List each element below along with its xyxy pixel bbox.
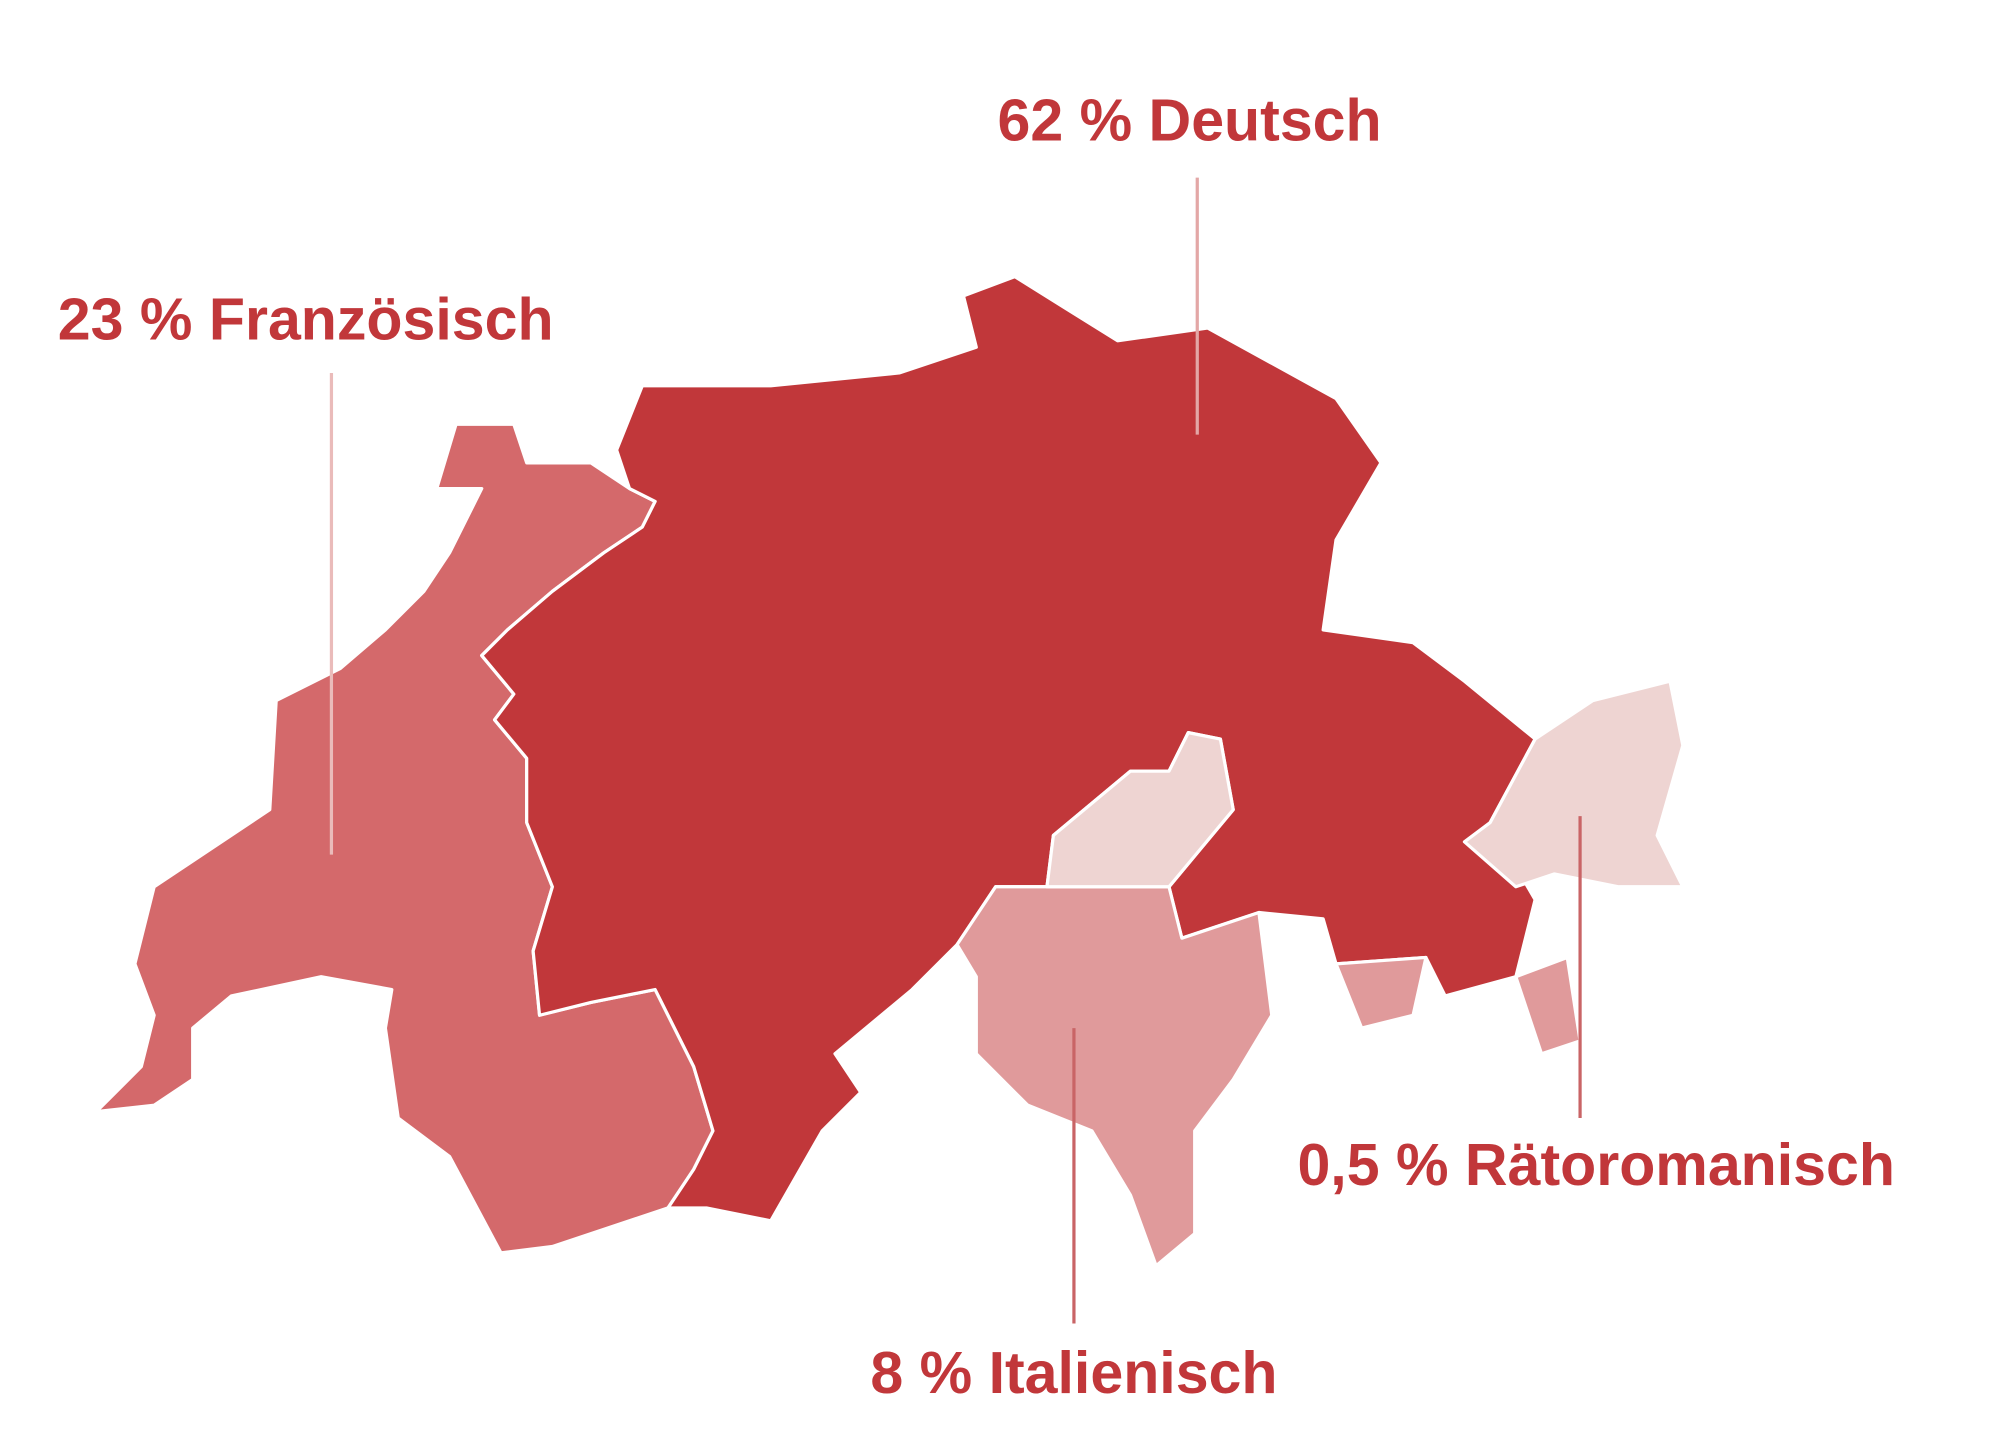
region-italienisch bbox=[955, 885, 1274, 1268]
label-deutsch: 62 % Deutsch bbox=[997, 88, 1381, 154]
region-raetoromanisch bbox=[1462, 679, 1685, 889]
label-franzoesisch: 23 % Französisch bbox=[58, 287, 554, 353]
region-italienisch bbox=[1334, 955, 1428, 1030]
region-italienisch bbox=[1514, 955, 1582, 1056]
label-raetoromanisch: 0,5 % Rätoromanisch bbox=[1297, 1132, 1895, 1198]
region-raetoromanisch bbox=[1045, 731, 1235, 889]
label-italienisch: 8 % Italienisch bbox=[870, 1340, 1277, 1406]
